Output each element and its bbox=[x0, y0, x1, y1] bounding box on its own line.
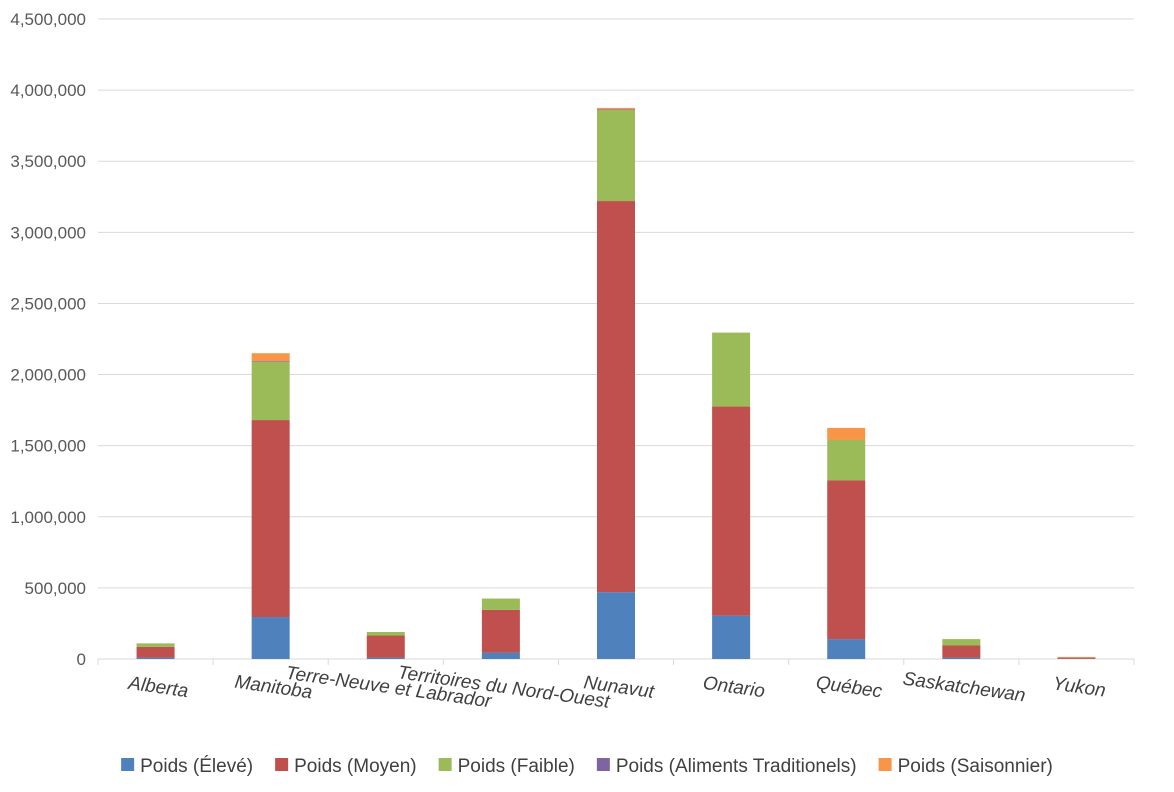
x-category-label: Saskatchewan bbox=[901, 669, 1026, 707]
legend-label: Poids (Aliments Traditionels) bbox=[616, 756, 857, 777]
bar-segment bbox=[942, 657, 981, 659]
bar-segment bbox=[481, 598, 520, 610]
x-category-label: Ontario bbox=[702, 673, 767, 702]
bar-segment bbox=[942, 639, 981, 646]
legend-label: Poids (Faible) bbox=[458, 756, 575, 777]
bar-segment bbox=[366, 631, 405, 636]
bar-segment bbox=[597, 110, 635, 202]
legend-swatch bbox=[121, 758, 135, 771]
x-category-label: Alberta bbox=[126, 673, 190, 702]
bar-segment bbox=[712, 406, 751, 616]
legend-item: Poids (Moyen) bbox=[275, 756, 417, 777]
y-tick-label: 1,000,000 bbox=[10, 508, 86, 527]
bar-segment bbox=[481, 652, 520, 659]
bar-segment bbox=[942, 645, 981, 658]
bar-segment bbox=[827, 427, 866, 440]
legend-swatch bbox=[438, 758, 452, 771]
legend-swatch bbox=[596, 758, 610, 771]
legend-item: Poids (Aliments Traditionels) bbox=[596, 756, 857, 777]
bar-segment bbox=[251, 353, 290, 362]
bar-segment bbox=[712, 332, 751, 407]
y-tick-label: 500,000 bbox=[25, 579, 86, 598]
legend-item: Poids (Saisonnier) bbox=[878, 756, 1053, 777]
y-tick-label: 3,000,000 bbox=[10, 223, 86, 242]
x-category-label: Territoires du Nord-Ouest bbox=[396, 662, 611, 713]
y-tick-label: 4,500,000 bbox=[10, 10, 86, 29]
y-tick-label: 0 bbox=[77, 650, 86, 669]
legend-label: Poids (Moyen) bbox=[294, 756, 417, 777]
legend-label: Poids (Saisonnier) bbox=[898, 756, 1053, 777]
bar-segment bbox=[597, 107, 635, 110]
bar-segment bbox=[827, 480, 866, 640]
legend-swatch bbox=[275, 758, 289, 771]
legend-swatch bbox=[878, 758, 892, 771]
legend-item: Poids (Élevé) bbox=[121, 756, 253, 777]
legend-item: Poids (Faible) bbox=[438, 756, 575, 777]
y-tick-label: 1,500,000 bbox=[10, 437, 86, 456]
bar-segment bbox=[136, 643, 175, 647]
bar-segment bbox=[366, 635, 405, 658]
bar-segment bbox=[251, 420, 290, 618]
y-tick-label: 2,000,000 bbox=[10, 366, 86, 385]
legend: Poids (Élevé) Poids (Moyen) Poids (Faible)… bbox=[121, 756, 1053, 777]
bar-segment bbox=[597, 201, 635, 593]
y-tick-label: 4,000,000 bbox=[10, 81, 86, 100]
bar-segment bbox=[827, 639, 866, 659]
bar-segment bbox=[136, 646, 175, 658]
bar-segment bbox=[251, 617, 290, 659]
bar-segment bbox=[1057, 657, 1096, 659]
bar-segment bbox=[136, 657, 175, 659]
x-category-label: Yukon bbox=[1051, 673, 1107, 701]
y-tick-label: 3,500,000 bbox=[10, 152, 86, 171]
bar-segment bbox=[481, 609, 520, 653]
bar-segment bbox=[712, 615, 751, 659]
bar-segment bbox=[251, 361, 290, 362]
bar-segment bbox=[251, 361, 290, 421]
bar-segment bbox=[827, 439, 866, 481]
bar-segment bbox=[597, 592, 635, 659]
legend-label: Poids (Élevé) bbox=[140, 756, 253, 777]
x-category-label: Québec bbox=[815, 673, 884, 703]
bar-segment bbox=[597, 109, 635, 111]
bar-segment bbox=[366, 657, 405, 659]
y-tick-label: 2,500,000 bbox=[10, 294, 86, 313]
